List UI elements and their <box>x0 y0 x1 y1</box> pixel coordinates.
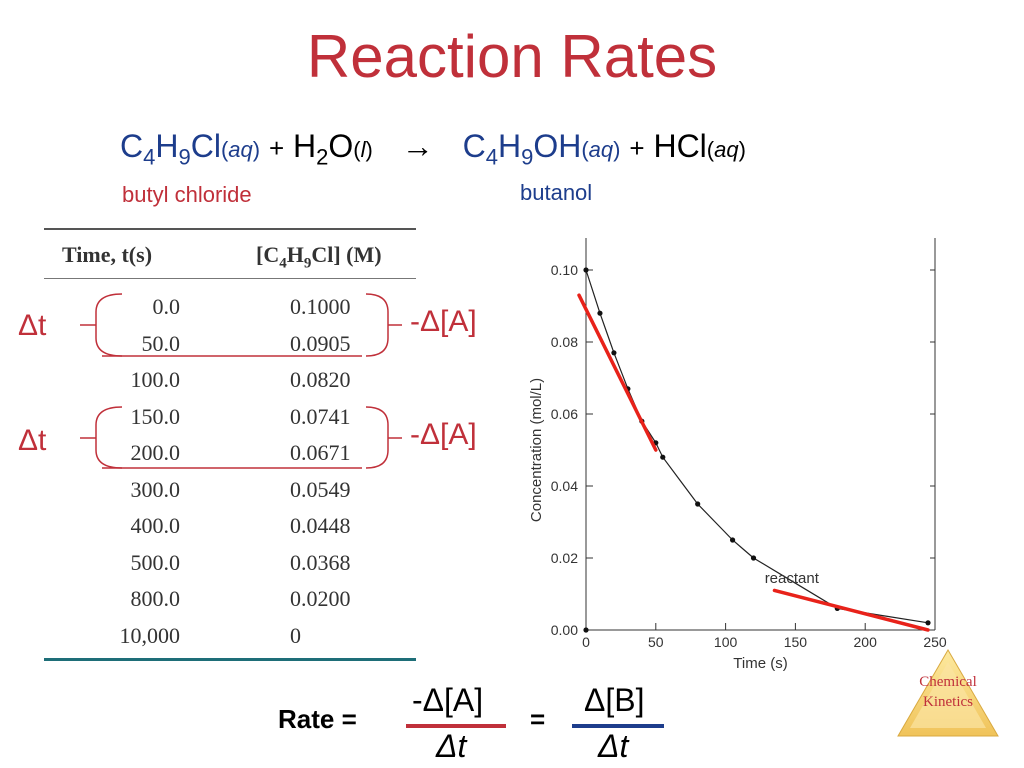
plus-sign: + <box>268 133 285 163</box>
table-bottom-rule <box>44 658 416 661</box>
table-top-rule <box>44 228 416 230</box>
table-cell-concentration: 0.0549 <box>290 476 351 502</box>
table-header-rule <box>44 278 416 279</box>
table-cell-time: 500.0 <box>130 549 181 575</box>
badge-line-1: Chemical <box>919 674 977 690</box>
product-1: C4H9OH(aq) <box>462 128 621 170</box>
table-cell-time: 400.0 <box>130 513 181 538</box>
table-cell-concentration: 0.0820 <box>290 367 351 392</box>
table-cell-time: 150.0 <box>130 403 181 429</box>
reaction-arrow: → <box>401 128 434 164</box>
data-point <box>750 555 757 561</box>
badge-text: Chemical Kinetics <box>896 672 1000 712</box>
table-cell-time: 300.0 <box>130 476 181 502</box>
delta-a-label-2: -Δ[A] <box>410 418 477 451</box>
fraction-bar-1 <box>406 724 506 728</box>
data-point <box>597 310 603 316</box>
left-bracket-1 <box>80 293 123 357</box>
rate-label: Rate = <box>278 704 357 734</box>
y-axis-label: Concentration (mol/L) <box>528 378 545 522</box>
y-tick-label: 0.00 <box>551 622 578 638</box>
tangent-line <box>577 293 658 452</box>
plus-sign: + <box>629 133 645 163</box>
tangent-line <box>772 588 930 632</box>
data-point <box>611 350 617 356</box>
data-point <box>695 501 701 507</box>
slide-title: Reaction Rates <box>306 23 718 90</box>
table-cell-time: 10,000 <box>119 622 181 648</box>
x-axis-label: Time (s) <box>733 655 787 672</box>
table-cell-concentration: 0 <box>290 622 301 648</box>
table-cell-concentration: 0.1000 <box>290 294 351 319</box>
y-tick-label: 0.04 <box>551 478 578 494</box>
delta-t-label-2: Δt <box>18 424 47 457</box>
rate-denominator-1: Δt <box>436 728 467 764</box>
chemical-kinetics-badge <box>897 649 999 737</box>
data-point <box>583 267 589 273</box>
decay-curve <box>585 269 929 624</box>
left-bracket-2 <box>80 406 123 469</box>
rate-numerator-1: -Δ[A] <box>412 682 484 718</box>
concentration-time-chart: 0.00 0.02 0.04 0.06 0.08 0.10 0 50 100 150 200 250 T… <box>528 238 947 672</box>
table-cell-concentration: 0.0905 <box>290 330 351 356</box>
rate-denominator-2: Δt <box>598 728 629 764</box>
right-bracket-2 <box>365 406 402 469</box>
table-cell-concentration: 0.0671 <box>290 440 351 465</box>
y-tick-label: 0.10 <box>551 262 578 278</box>
delta-a-label-1: -Δ[A] <box>410 305 477 338</box>
data-point <box>660 454 666 460</box>
x-tick-label: 50 <box>648 634 664 650</box>
table-cell-concentration: 0.0448 <box>290 513 351 538</box>
fraction-bar-2 <box>572 724 664 728</box>
data-point <box>925 620 931 626</box>
data-point <box>583 627 589 633</box>
table-cell-time: 800.0 <box>130 586 181 611</box>
equals-sign: = <box>530 704 546 734</box>
badge-line-2: Kinetics <box>923 694 973 710</box>
table-cell-time: 50.0 <box>141 330 181 356</box>
right-bracket-1 <box>365 293 402 357</box>
y-tick-label: 0.02 <box>551 550 578 566</box>
delta-t-label-1: Δt <box>18 309 47 342</box>
curve-label: reactant <box>765 570 820 587</box>
table-cell-time: 0.0 <box>152 294 181 319</box>
table-cell-time: 100.0 <box>130 367 181 392</box>
x-tick-label: 150 <box>784 634 808 650</box>
y-tick-label: 0.08 <box>551 334 578 350</box>
product-2: HCl(aq) <box>653 128 746 164</box>
table-cell-concentration: 0.0741 <box>290 403 351 429</box>
data-point <box>729 537 736 543</box>
y-tick-label: 0.06 <box>551 406 578 422</box>
data-table: Time, t(s) [C4H9Cl] (M) 0.0 0.1000 50.0 0.0… <box>44 228 416 668</box>
table-cell-concentration: 0.0200 <box>290 586 351 611</box>
rate-numerator-2: Δ[B] <box>584 682 645 718</box>
reactant-2: H2O(l) <box>293 128 373 170</box>
x-tick-label: 0 <box>582 634 590 650</box>
reactant-caption: butyl chloride <box>122 182 252 207</box>
table-cell-concentration: 0.0368 <box>290 549 351 575</box>
x-tick-label: 250 <box>923 634 947 650</box>
x-tick-label: 200 <box>854 634 878 650</box>
x-tick-label: 100 <box>714 634 738 650</box>
product-caption: butanol <box>520 180 593 205</box>
column-header-concentration: [C4H9Cl] (M) <box>256 242 382 272</box>
column-header-time: Time, t(s) <box>62 242 153 267</box>
reactant-1: C4H9Cl(aq) <box>120 128 261 170</box>
reaction-equation: C4H9Cl(aq) + H2O(l) → C4H9OH(aq) + HCl(a… <box>120 128 746 170</box>
table-cell-time: 200.0 <box>130 440 181 465</box>
